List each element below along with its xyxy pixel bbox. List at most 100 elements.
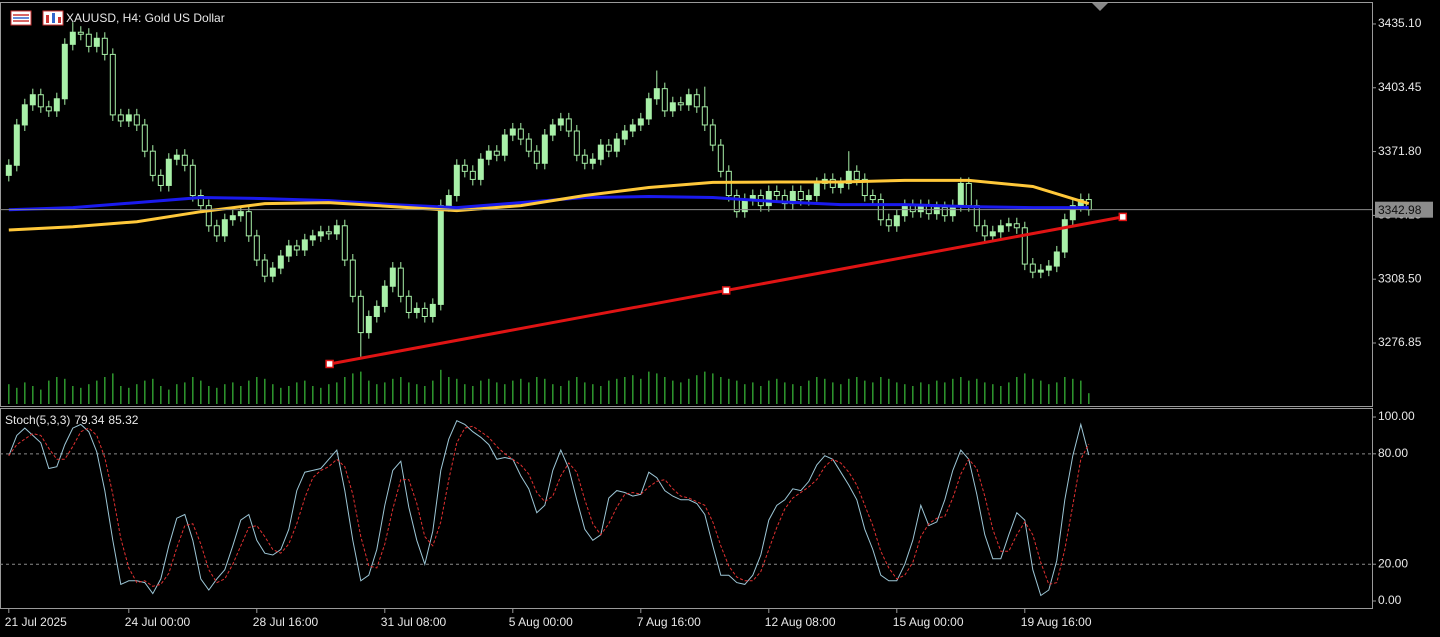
candle-body bbox=[477, 158, 484, 180]
x-tick-label: 7 Aug 16:00 bbox=[637, 615, 701, 629]
x-tick-label: 31 Jul 08:00 bbox=[381, 615, 447, 629]
candle-body bbox=[845, 170, 852, 184]
candle-body bbox=[357, 295, 364, 334]
candle-body bbox=[709, 124, 716, 146]
candle-body bbox=[509, 128, 516, 136]
trendline-handle bbox=[721, 286, 731, 295]
candle-body bbox=[621, 130, 628, 140]
candle-body bbox=[1037, 269, 1044, 273]
trendline-handle bbox=[325, 359, 334, 369]
trendline-handle bbox=[1118, 212, 1128, 222]
y-tick-label: 0.00 bbox=[1378, 593, 1402, 607]
candle-body bbox=[613, 138, 620, 152]
candle-body bbox=[21, 104, 28, 126]
candle-body bbox=[101, 37, 108, 55]
stoch-title: Stoch(5,3,3) bbox=[5, 413, 70, 427]
candle-body bbox=[485, 150, 492, 160]
x-tick-label: 24 Jul 00:00 bbox=[125, 615, 191, 629]
candle-body bbox=[733, 195, 740, 213]
candle-body bbox=[333, 225, 340, 235]
candle-body bbox=[413, 307, 420, 313]
candle-body bbox=[5, 164, 12, 176]
y-tick-label: 80.00 bbox=[1378, 446, 1408, 460]
candle-body bbox=[1069, 205, 1076, 221]
candle-body bbox=[717, 144, 724, 172]
candle-body bbox=[389, 267, 396, 287]
candle-body bbox=[893, 215, 900, 227]
candle-body bbox=[285, 245, 292, 257]
candle-body bbox=[397, 267, 404, 297]
candle-body bbox=[261, 259, 268, 277]
candle-body bbox=[445, 195, 452, 207]
candle-body bbox=[37, 94, 44, 108]
y-tick-label: 3308.50 bbox=[1378, 271, 1422, 285]
candle-body bbox=[901, 205, 908, 217]
x-tick-label: 19 Aug 16:00 bbox=[1021, 615, 1092, 629]
candle-body bbox=[677, 102, 684, 106]
candle-body bbox=[501, 134, 508, 156]
y-tick-label: 3435.10 bbox=[1378, 16, 1422, 30]
candle-body bbox=[701, 106, 708, 126]
candle-body bbox=[517, 128, 524, 140]
icon-bar bbox=[46, 15, 49, 23]
candle-body bbox=[381, 285, 388, 307]
candle-body bbox=[597, 144, 604, 160]
y-tick-label: 3403.45 bbox=[1378, 80, 1422, 94]
candle-body bbox=[213, 225, 220, 237]
candle-body bbox=[53, 98, 60, 112]
candle-body bbox=[109, 53, 116, 116]
icon-bar bbox=[52, 13, 55, 23]
candle-body bbox=[269, 267, 276, 277]
icon-bar bbox=[58, 17, 61, 23]
candle-body bbox=[589, 158, 596, 164]
candle-body bbox=[629, 124, 636, 132]
candle-body bbox=[221, 219, 228, 237]
candle-body bbox=[173, 154, 180, 160]
candle-body bbox=[125, 114, 132, 122]
candle-body bbox=[965, 182, 972, 207]
candle-body bbox=[253, 235, 260, 261]
candle-body bbox=[325, 231, 332, 235]
main-panel-frame bbox=[0, 2, 1373, 407]
candle-body bbox=[341, 225, 348, 261]
candle-body bbox=[853, 170, 860, 180]
last-price-label: 3342.98 bbox=[1378, 203, 1422, 217]
candle-body bbox=[773, 190, 780, 197]
candle-body bbox=[653, 88, 660, 100]
candle-body bbox=[645, 98, 652, 120]
candle-body bbox=[317, 231, 324, 237]
candle-body bbox=[117, 114, 124, 122]
candle-body bbox=[293, 245, 300, 251]
candle-body bbox=[181, 154, 188, 166]
candle-body bbox=[525, 138, 532, 152]
candle-body bbox=[141, 124, 148, 152]
candle-body bbox=[69, 31, 76, 45]
candle-body bbox=[605, 144, 612, 152]
candle-body bbox=[29, 94, 36, 106]
y-tick-label: 3276.85 bbox=[1378, 335, 1422, 349]
candle-body bbox=[77, 31, 84, 35]
candle-body bbox=[565, 118, 572, 132]
x-tick-label: 15 Aug 00:00 bbox=[893, 615, 964, 629]
candle-body bbox=[13, 124, 20, 166]
stoch-layer bbox=[0, 420, 1372, 597]
candle-body bbox=[549, 124, 556, 136]
candle-body bbox=[93, 37, 100, 47]
candle-body bbox=[541, 134, 548, 164]
candle-body bbox=[869, 195, 876, 201]
candle-body bbox=[157, 174, 164, 186]
candle-body bbox=[1013, 223, 1020, 229]
candle-body bbox=[373, 305, 380, 317]
candle-body bbox=[45, 106, 52, 112]
candle-body bbox=[557, 118, 564, 126]
candle-body bbox=[421, 307, 428, 317]
candle-body bbox=[813, 182, 820, 197]
chart-shift-marker[interactable] bbox=[1092, 3, 1108, 11]
candle-body bbox=[309, 235, 316, 241]
y-tick-label: 20.00 bbox=[1378, 556, 1408, 570]
y-tick-label: 3371.80 bbox=[1378, 144, 1422, 158]
candle-body bbox=[765, 190, 772, 207]
candle-body bbox=[429, 303, 436, 317]
